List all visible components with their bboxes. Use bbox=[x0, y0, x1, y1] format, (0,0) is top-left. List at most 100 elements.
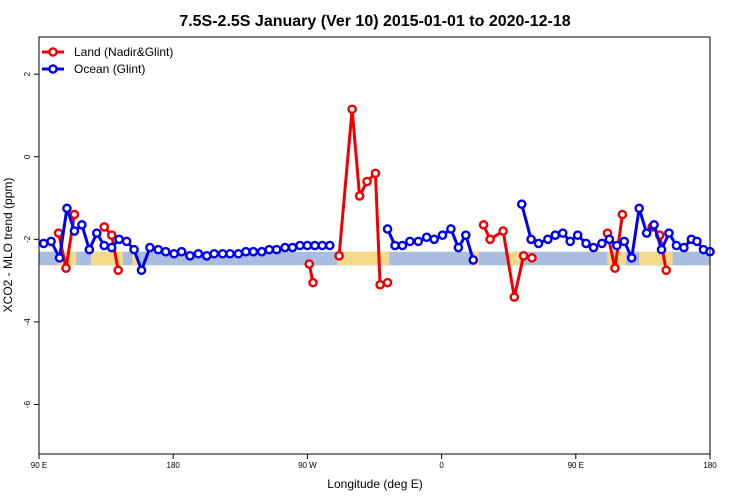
y-tick-label: -2 bbox=[23, 235, 32, 243]
ocean-data-point bbox=[280, 242, 290, 253]
ocean-data-point bbox=[557, 228, 568, 238]
legend-ocean-marker bbox=[48, 64, 58, 74]
x-axis-label: Longitude (deg E) bbox=[327, 477, 422, 491]
ocean-data-point bbox=[692, 236, 702, 247]
ocean-data-point bbox=[533, 238, 544, 249]
ocean-data-point bbox=[324, 240, 335, 251]
ocean-data-point bbox=[38, 238, 49, 249]
y-tick-label: -4 bbox=[23, 318, 32, 326]
land-data-point bbox=[354, 191, 365, 201]
ocean-data-point bbox=[233, 248, 244, 259]
land-data-point bbox=[61, 263, 71, 274]
ocean-data-point bbox=[588, 242, 599, 253]
y-tick-label: -6 bbox=[23, 400, 32, 408]
x-tick-label: 180 bbox=[703, 461, 717, 470]
land-data-point bbox=[661, 265, 671, 276]
ocean-data-point bbox=[136, 265, 147, 276]
ocean-data-point bbox=[99, 240, 110, 251]
chart-title: 7.5S-2.5S January (Ver 10) 2015-01-01 to… bbox=[179, 13, 570, 30]
land-data-point bbox=[527, 253, 537, 263]
land-data-point bbox=[347, 104, 357, 115]
ocean-data-point bbox=[310, 240, 320, 251]
ocean-data-point bbox=[572, 230, 583, 240]
ocean-data-point bbox=[656, 244, 667, 255]
y-tick-label: 2 bbox=[23, 71, 32, 76]
axes: 90 E 180 90 W 0 90 E 180 -6 -4 -2 0 2 bbox=[23, 71, 717, 470]
ocean-data-point bbox=[461, 230, 471, 240]
ocean-data-point bbox=[382, 224, 393, 234]
legend-ocean-label: Ocean (Glint) bbox=[74, 62, 145, 76]
ocean-data-point bbox=[413, 236, 424, 247]
ocean-data-point bbox=[176, 246, 187, 257]
legend-land-label: Land (Nadir&Glint) bbox=[74, 45, 173, 59]
land-data-point bbox=[362, 176, 372, 187]
legend-land-marker bbox=[48, 47, 58, 57]
ocean-data-point bbox=[169, 248, 179, 259]
land-data-point bbox=[498, 226, 508, 236]
land-data-point bbox=[99, 222, 110, 232]
ocean-data-point bbox=[421, 232, 432, 243]
ocean-data-point bbox=[612, 240, 622, 251]
plot-frame bbox=[38, 36, 711, 455]
land-data-point bbox=[53, 228, 64, 238]
ocean-data-point bbox=[397, 240, 408, 251]
ocean-data-point bbox=[390, 240, 400, 251]
ocean-data-point bbox=[526, 234, 536, 245]
ocean-data-point bbox=[679, 242, 689, 253]
land-data-point bbox=[370, 168, 381, 179]
ocean-data-point bbox=[468, 255, 479, 265]
ocean-data-point bbox=[129, 244, 139, 255]
legend: Land (Nadir&Glint) Ocean (Glint) bbox=[42, 45, 173, 76]
land-data-point bbox=[518, 251, 529, 261]
land-data-point bbox=[485, 234, 495, 245]
ocean-data-point bbox=[248, 246, 259, 257]
ocean-data-point bbox=[241, 246, 251, 257]
ocean-data-point bbox=[91, 228, 102, 238]
ocean-data-point bbox=[634, 203, 644, 214]
land-surface-band bbox=[337, 251, 390, 266]
ocean-data-point bbox=[604, 234, 615, 245]
ocean-data-point bbox=[664, 228, 674, 238]
land-data-point bbox=[478, 220, 489, 230]
ocean-data-point bbox=[106, 242, 117, 253]
ocean-data-point bbox=[626, 253, 637, 263]
ocean-data-point bbox=[153, 244, 164, 255]
ocean-data-point bbox=[429, 234, 439, 245]
ocean-data-point bbox=[302, 240, 313, 251]
ocean-data-point bbox=[145, 242, 155, 253]
ocean-data-point bbox=[405, 236, 415, 247]
ocean-data-point bbox=[543, 234, 553, 245]
ocean-data-point bbox=[114, 234, 124, 245]
land-data-point bbox=[106, 230, 117, 240]
ocean-data-point bbox=[437, 230, 448, 240]
ocean-data-point bbox=[185, 251, 195, 261]
x-tick-label: 90 W bbox=[298, 461, 317, 470]
land-data-point bbox=[610, 263, 620, 274]
x-tick-label: 90 E bbox=[31, 461, 47, 470]
ocean-data-point bbox=[597, 238, 607, 249]
y-axis-label: XCO2 - MLO trend (ppm) bbox=[1, 178, 15, 313]
land-data-point bbox=[334, 251, 344, 261]
ocean-data-point bbox=[62, 203, 72, 214]
ocean-data-point bbox=[453, 242, 464, 253]
ocean-data-point bbox=[201, 251, 212, 261]
land-data-point bbox=[308, 277, 318, 288]
ocean-data-point bbox=[317, 240, 328, 251]
x-tick-label: 90 E bbox=[568, 461, 584, 470]
ocean-data-point bbox=[54, 253, 65, 263]
land-data-point bbox=[113, 265, 124, 276]
ocean-data-point bbox=[295, 240, 305, 251]
ocean-data-point bbox=[581, 238, 591, 249]
land-data-point bbox=[69, 209, 80, 220]
x-tick-label: 0 bbox=[439, 461, 444, 470]
ocean-data-point bbox=[160, 246, 171, 257]
ocean-data-point bbox=[256, 246, 267, 257]
land-data-point bbox=[304, 259, 315, 269]
land-data-point bbox=[382, 277, 393, 288]
ocean-data-point bbox=[446, 224, 456, 234]
ocean-data-point bbox=[69, 226, 80, 236]
ocean-data-point bbox=[217, 248, 228, 259]
land-data-point bbox=[509, 292, 520, 302]
y-tick-label: 0 bbox=[23, 154, 32, 159]
